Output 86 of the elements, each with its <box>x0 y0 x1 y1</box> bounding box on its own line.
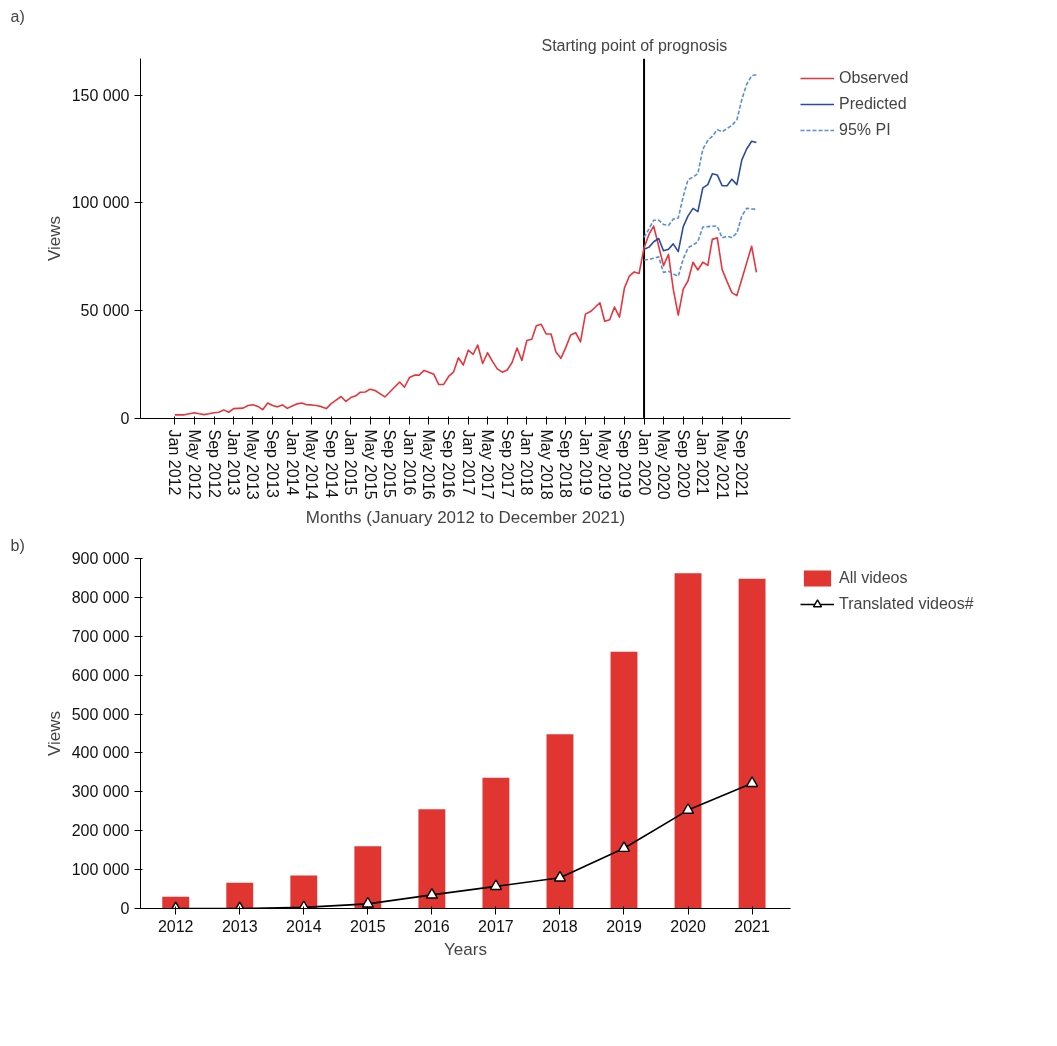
x-tick-label: Sep 2021 <box>733 429 751 499</box>
x-tick-label: May 2018 <box>537 429 555 500</box>
bar <box>610 651 638 909</box>
point <box>553 870 567 882</box>
x-axis-title: Months (January 2012 to December 2021) <box>305 507 626 527</box>
x-tick-label: Sep 2015 <box>381 429 399 499</box>
x-tick-label: May 2021 <box>713 429 731 500</box>
y-axis-title: Views <box>44 710 64 757</box>
x-tick-label: Jan 2019 <box>576 429 594 496</box>
x-tick-label: May 2016 <box>420 429 438 500</box>
y-tick-label: 0 <box>120 900 130 917</box>
ref-line-label: Starting point of prognosis <box>541 36 728 54</box>
bar <box>738 578 766 909</box>
y-tick-label: 900 000 <box>71 550 130 567</box>
x-tick-label: 2014 <box>286 917 322 935</box>
legend-label: Predicted <box>839 95 907 113</box>
x-tick-label: 2012 <box>157 917 194 935</box>
bar <box>546 734 574 909</box>
x-tick-label: Jan 2017 <box>459 429 477 496</box>
legend-label: Translated videos# <box>839 595 974 613</box>
x-tick-label: Jan 2021 <box>694 429 712 496</box>
text: a) <box>10 7 25 25</box>
x-tick-label: 2016 <box>414 917 450 935</box>
x-tick-label: 2017 <box>478 917 514 935</box>
point <box>425 887 439 899</box>
x-tick-label: Sep 2018 <box>557 429 575 499</box>
y-tick-label: 100 000 <box>71 194 130 212</box>
x-tick-label: 2019 <box>606 917 642 935</box>
point <box>745 776 759 788</box>
bar <box>674 573 702 909</box>
y-tick-label: 0 <box>120 410 130 427</box>
x-tick-label: May 2019 <box>596 429 614 500</box>
x-tick-label: Jan 2014 <box>283 429 301 496</box>
x-tick-label: 2018 <box>542 917 578 935</box>
x-tick-label: Jan 2012 <box>166 429 184 496</box>
bar <box>482 777 510 909</box>
y-tick-label: 600 000 <box>71 666 130 684</box>
x-axis-title: Years <box>444 939 487 959</box>
line-series <box>174 225 758 416</box>
x-tick-label: 2020 <box>670 917 706 935</box>
y-tick-label: 100 000 <box>71 861 130 879</box>
x-tick-label: Jan 2013 <box>225 429 243 496</box>
point <box>489 879 503 891</box>
x-tick-label: May 2015 <box>361 429 379 500</box>
point <box>681 803 695 814</box>
y-tick-label: 700 000 <box>71 627 130 645</box>
y-tick-label: 150 000 <box>71 86 130 104</box>
line-series <box>643 140 758 253</box>
line-series <box>643 73 758 239</box>
x-tick-label: Jan 2015 <box>342 429 360 496</box>
bar <box>226 882 254 909</box>
x-tick-label: May 2012 <box>185 429 203 500</box>
y-tick-label: 50 000 <box>80 302 130 320</box>
x-tick-label: Sep 2017 <box>498 429 516 499</box>
x-tick-label: Jan 2018 <box>518 429 536 496</box>
line-series <box>643 207 758 278</box>
y-tick-label: 200 000 <box>71 822 130 840</box>
x-tick-label: Sep 2014 <box>322 429 340 499</box>
x-tick-label: Sep 2016 <box>440 429 458 499</box>
x-tick-label: Sep 2019 <box>615 429 633 499</box>
bar <box>290 875 318 909</box>
x-tick-label: May 2020 <box>654 429 672 500</box>
x-tick-label: Sep 2013 <box>264 429 282 499</box>
y-tick-label: 400 000 <box>71 744 130 762</box>
x-tick-label: Jan 2016 <box>400 429 418 496</box>
y-tick-label: 500 000 <box>71 705 130 723</box>
legend-label: All videos <box>839 569 908 587</box>
bar <box>418 809 446 909</box>
x-tick-label: 2021 <box>734 917 770 935</box>
legend-label: 95% PI <box>839 121 891 139</box>
text: b) <box>10 536 25 554</box>
x-tick-label: May 2013 <box>244 429 262 500</box>
x-tick-label: 2015 <box>350 917 386 935</box>
point <box>617 841 631 853</box>
x-tick-label: May 2017 <box>479 429 496 500</box>
y-tick-label: 300 000 <box>71 783 130 801</box>
x-tick-label: May 2014 <box>303 429 321 500</box>
legend-label: Observed <box>839 69 909 87</box>
y-tick-label: 800 000 <box>71 588 130 606</box>
y-axis-title: Views <box>44 215 64 262</box>
x-tick-label: Sep 2020 <box>674 429 692 499</box>
x-tick-label: 2013 <box>221 917 258 935</box>
point <box>361 896 375 908</box>
x-tick-label: Sep 2012 <box>205 429 223 499</box>
x-tick-label: Jan 2020 <box>635 429 653 496</box>
bar <box>354 846 382 909</box>
